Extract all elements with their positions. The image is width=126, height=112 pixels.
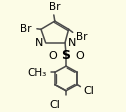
Text: Br: Br [76, 32, 88, 42]
Text: O: O [49, 50, 57, 60]
Text: Br: Br [49, 2, 61, 12]
Text: Br: Br [20, 24, 32, 34]
Text: Cl: Cl [49, 99, 60, 109]
Text: O: O [76, 50, 85, 60]
Text: Cl: Cl [84, 85, 94, 95]
Text: N: N [68, 38, 76, 48]
Text: N: N [35, 38, 43, 48]
Text: CH₃: CH₃ [27, 68, 47, 78]
Text: S: S [62, 49, 71, 62]
